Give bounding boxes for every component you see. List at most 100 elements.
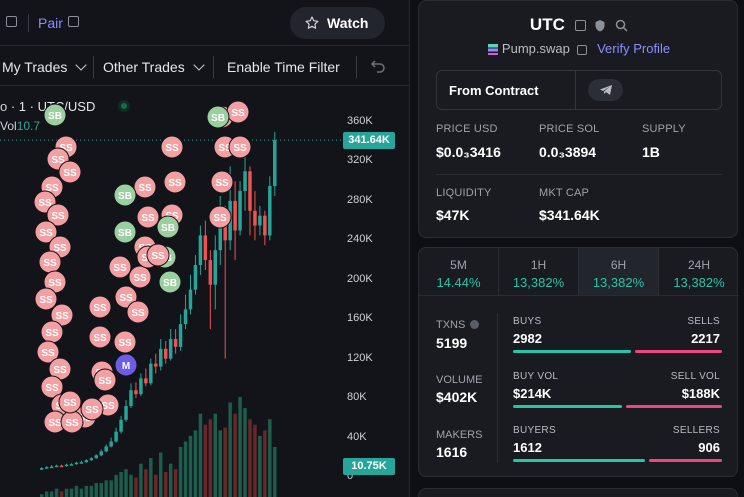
sell-bubble[interactable]: SS xyxy=(40,320,64,344)
sell-bubble[interactable]: SS xyxy=(113,330,137,354)
sell-bubble[interactable]: SS xyxy=(88,325,112,349)
bubble-label: SB xyxy=(211,113,225,124)
sell-bubble[interactable]: SS xyxy=(58,160,82,184)
sell-bubble[interactable]: SS xyxy=(114,285,138,309)
sell-bubble[interactable]: SS xyxy=(58,390,82,414)
chevron-down-icon xyxy=(193,59,205,71)
bubble-circle xyxy=(58,390,82,414)
sell-bubble[interactable]: SS xyxy=(36,340,60,364)
chart-panel: Pair Watch My Trades Other Trades Enable… xyxy=(0,0,410,497)
buy-bubble[interactable]: SB xyxy=(158,270,182,294)
sell-bubble[interactable]: SS xyxy=(46,203,70,227)
bubble-circle xyxy=(160,135,184,159)
sell-bubble[interactable]: SS xyxy=(160,135,184,159)
from-contract-label[interactable]: From Contract xyxy=(449,83,539,98)
bubble-label: SS xyxy=(151,251,165,262)
candle-body xyxy=(40,468,44,470)
bubble-circle xyxy=(34,220,58,244)
candle-body xyxy=(248,171,252,211)
volume-bar xyxy=(59,491,64,497)
sell-vol-value: $188K xyxy=(681,386,720,401)
sell-bubble[interactable]: SS xyxy=(40,375,64,399)
volume-bar xyxy=(273,447,277,497)
sell-bubble[interactable]: SS xyxy=(38,250,62,274)
pair-link[interactable]: Pair xyxy=(38,15,63,31)
bubble-label: SS xyxy=(48,278,62,289)
volume-bar xyxy=(44,491,49,497)
volume-bar xyxy=(109,480,113,497)
shield-icon[interactable] xyxy=(594,19,606,32)
sell-bubble[interactable]: SS xyxy=(136,205,160,229)
bubble-label: SS xyxy=(93,333,107,344)
sell-bubble[interactable]: SS xyxy=(88,295,112,319)
buy-bubble[interactable]: SB xyxy=(156,215,180,239)
bubble-label: SS xyxy=(131,308,145,319)
price-chart[interactable]: o · 1 · UTC/USD Vol10.7 SS SS SS SS SS SS SS SS… xyxy=(0,87,410,497)
watch-button[interactable]: Watch xyxy=(290,7,385,39)
sell-vol-bar xyxy=(626,405,722,408)
sell-bubble[interactable]: SS xyxy=(226,100,250,124)
verify-profile-link[interactable]: Verify Profile xyxy=(597,41,671,56)
bubble-label: SS xyxy=(233,143,247,154)
other-trades-dropdown[interactable]: Other Trades xyxy=(103,59,205,75)
telegram-button[interactable] xyxy=(588,79,623,101)
bubble-label: SS xyxy=(63,168,77,179)
bubble-circle xyxy=(34,287,58,311)
sell-bubble[interactable]: SS xyxy=(34,287,58,311)
candle-body xyxy=(49,466,54,469)
buy-bubble[interactable]: SB xyxy=(113,220,137,244)
sell-bubble[interactable]: SS xyxy=(126,300,150,324)
buy-bubble[interactable]: SB xyxy=(43,103,67,127)
sell-bubble[interactable]: SS xyxy=(93,368,117,392)
buy-vol-bar xyxy=(513,405,623,408)
sell-bubble[interactable]: SS xyxy=(80,397,104,421)
bubble-circle xyxy=(108,255,132,279)
sell-bubble[interactable]: SS xyxy=(128,265,152,289)
sell-bubble[interactable]: SS xyxy=(50,303,74,327)
sell-bubble[interactable]: SS xyxy=(210,170,234,194)
copy-pair-icon[interactable] xyxy=(68,16,79,27)
volume-bar xyxy=(218,430,222,497)
price-sol-value: 0.0₃3894 xyxy=(539,144,597,160)
tab-6h[interactable]: 6H 13,382% xyxy=(579,248,659,296)
sell-bubble[interactable]: SS xyxy=(133,175,157,199)
bubble-circle xyxy=(128,265,152,289)
sell-bubble[interactable]: SS xyxy=(228,135,252,159)
volume-bar xyxy=(208,419,213,497)
sell-bubble[interactable]: SS xyxy=(108,255,132,279)
txns-label: TXNS xyxy=(436,319,480,331)
sell-bubble[interactable]: SS xyxy=(146,243,170,267)
tab-1h[interactable]: 1H 13,382% xyxy=(499,248,579,296)
sell-bubble[interactable]: SS xyxy=(34,220,58,244)
volume-label: VOLUME xyxy=(436,374,483,386)
buy-bubble[interactable]: SB xyxy=(113,183,137,207)
tab-24h[interactable]: 24H 13,382% xyxy=(659,248,739,296)
migration-marker[interactable]: M xyxy=(114,353,138,377)
bubble-label: SB xyxy=(48,111,62,122)
bubble-circle xyxy=(46,203,70,227)
market-status-dot xyxy=(118,100,130,112)
sell-bubble[interactable]: SS xyxy=(163,170,187,194)
price-usd-value: $0.0₃3416 xyxy=(436,144,501,160)
tab-5m[interactable]: 5M 14.44% xyxy=(419,248,499,296)
chart-topbar: Pair Watch xyxy=(0,0,409,46)
sells-label: SELLS xyxy=(687,316,720,327)
candle-body xyxy=(114,431,118,442)
copy-icon[interactable] xyxy=(6,16,17,27)
time-filter-toggle[interactable]: Enable Time Filter xyxy=(227,59,340,75)
info-icon[interactable] xyxy=(470,320,480,329)
undo-icon[interactable] xyxy=(370,59,386,73)
search-icon[interactable] xyxy=(615,19,628,32)
volume-bar xyxy=(64,488,69,497)
candle-body xyxy=(258,215,262,226)
liquidity-value: $47K xyxy=(436,207,470,223)
sell-bubble[interactable]: SS xyxy=(60,410,84,434)
bubble-label: SS xyxy=(38,198,52,209)
copy-icon[interactable] xyxy=(574,20,586,32)
buy-bubble[interactable]: SB xyxy=(206,105,230,129)
copy-icon[interactable] xyxy=(577,44,588,55)
bubble-label: SS xyxy=(48,418,62,429)
my-trades-dropdown[interactable]: My Trades xyxy=(2,59,88,75)
sell-bubble[interactable]: SS xyxy=(208,205,232,229)
